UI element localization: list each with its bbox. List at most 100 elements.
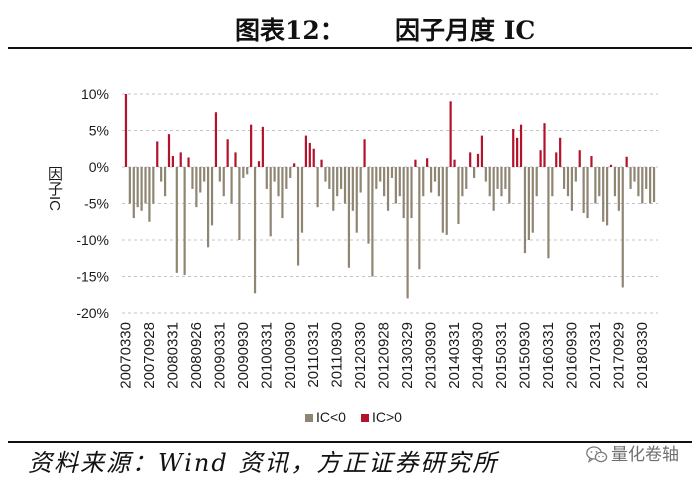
bar-ic-negative	[508, 167, 511, 204]
bar-ic-negative	[367, 167, 370, 244]
bar-ic-negative	[230, 167, 233, 204]
bar-ic-negative	[402, 167, 405, 219]
bar-ic-negative	[633, 167, 636, 182]
bar-ic-positive	[625, 156, 628, 167]
bar-ic-negative	[535, 167, 538, 197]
x-tick-label: 20120928	[376, 322, 393, 389]
bar-ic-negative	[613, 167, 617, 197]
bar-ic-negative	[140, 167, 143, 211]
bar-ic-positive	[320, 159, 323, 167]
watermark-text: 量化卷轴	[611, 445, 679, 464]
bar-ic-positive	[234, 152, 237, 167]
legend-swatch-positive	[361, 414, 369, 422]
x-tick-label: 20140930	[470, 322, 487, 389]
bar-ic-negative	[210, 167, 214, 226]
x-tick-label: 20110331	[305, 322, 322, 388]
bar-ic-positive	[590, 156, 593, 167]
bar-ic-positive	[543, 123, 546, 167]
bar-ic-positive	[578, 150, 581, 167]
bar-ic-negative	[285, 167, 288, 189]
bar-ic-positive	[261, 126, 264, 167]
x-tick-label: 20080331	[164, 322, 181, 389]
x-tick-label: 20100930	[282, 322, 299, 389]
bar-ic-positive	[512, 129, 515, 167]
bars	[124, 94, 656, 299]
bar-ic-positive	[214, 112, 218, 167]
bar-ic-negative	[375, 167, 378, 189]
x-tick-label: 20160331	[540, 322, 557, 389]
x-tick-label: 20080926	[188, 322, 205, 389]
bar-ic-negative	[645, 167, 648, 189]
bar-ic-negative	[617, 167, 620, 211]
bar-ic-negative	[606, 167, 609, 226]
bar-ic-negative	[562, 167, 566, 189]
bar-ic-negative	[547, 167, 550, 259]
figure-label: 图表12：	[235, 16, 345, 45]
bar-ic-negative	[441, 167, 444, 233]
bar-ic-negative	[136, 167, 139, 208]
bar-ic-negative	[316, 167, 319, 208]
bar-ic-positive	[476, 153, 480, 167]
bar-ic-negative	[296, 167, 300, 266]
bar-ic-negative	[637, 167, 640, 197]
bar-ic-negative	[163, 167, 167, 197]
x-tick-label: 20130329	[399, 322, 416, 389]
bar-ic-positive	[469, 152, 472, 167]
y-tick-label: -20%	[76, 305, 109, 321]
bar-ic-negative	[433, 167, 437, 182]
bar-ic-positive	[179, 152, 182, 167]
bar-ic-negative	[527, 167, 530, 240]
bar-ic-positive	[453, 159, 456, 167]
bar-ic-negative	[218, 167, 221, 182]
wechat-icon	[586, 446, 608, 464]
bar-ic-negative	[265, 167, 268, 189]
x-tick-label: 20150331	[493, 322, 510, 389]
x-tick-label: 20150930	[516, 322, 533, 389]
bar-ic-negative	[222, 167, 225, 197]
bar-ic-positive	[187, 157, 190, 167]
bar-ic-negative	[488, 167, 491, 197]
legend-label-negative: IC<0	[316, 409, 346, 425]
bar-ic-positive	[124, 94, 128, 167]
bar-ic-negative	[383, 167, 386, 197]
bar-ic-negative	[195, 167, 198, 208]
bar-ic-positive	[609, 164, 613, 167]
bar-ic-negative	[390, 167, 394, 178]
bar-ic-negative	[437, 167, 440, 197]
bar-ic-negative	[652, 167, 656, 203]
bar-ic-negative	[523, 167, 527, 254]
y-tick-label: 5%	[89, 123, 109, 139]
x-tick-label: 20170331	[587, 322, 604, 389]
bar-ic-positive	[257, 161, 261, 167]
bar-ic-negative	[379, 167, 382, 182]
bar-ic-positive	[250, 124, 253, 167]
bar-ic-negative	[465, 167, 468, 189]
x-tick-label: 20100331	[258, 322, 275, 389]
bar-ic-negative	[649, 167, 652, 204]
bar-ic-negative	[500, 167, 503, 197]
bar-ic-negative	[641, 167, 644, 204]
bar-ic-negative	[203, 167, 206, 182]
bottom-rule	[8, 441, 692, 443]
y-tick-label: 0%	[89, 159, 109, 175]
figure-title: 因子月度 IC	[395, 16, 536, 45]
bar-ic-negative	[422, 167, 425, 197]
bar-ic-negative	[594, 167, 597, 204]
bar-ic-negative	[492, 167, 495, 211]
y-tick-label: -15%	[76, 269, 109, 285]
bar-ic-negative	[246, 167, 249, 175]
legend-label-positive: IC>0	[372, 409, 402, 425]
y-tick-label: -10%	[76, 232, 109, 248]
x-tick-label: 20110930	[329, 322, 346, 388]
bar-ic-positive	[167, 134, 171, 167]
bar-ic-negative	[277, 167, 280, 197]
bar-ic-positive	[363, 139, 366, 167]
bar-ic-negative	[566, 167, 570, 197]
bar-ic-negative	[160, 167, 163, 182]
bar-ic-positive	[555, 152, 558, 167]
x-tick-label: 20180330	[634, 322, 651, 389]
bar-ic-positive	[449, 101, 452, 167]
bar-ic-negative	[238, 167, 241, 240]
top-rule	[8, 47, 692, 49]
